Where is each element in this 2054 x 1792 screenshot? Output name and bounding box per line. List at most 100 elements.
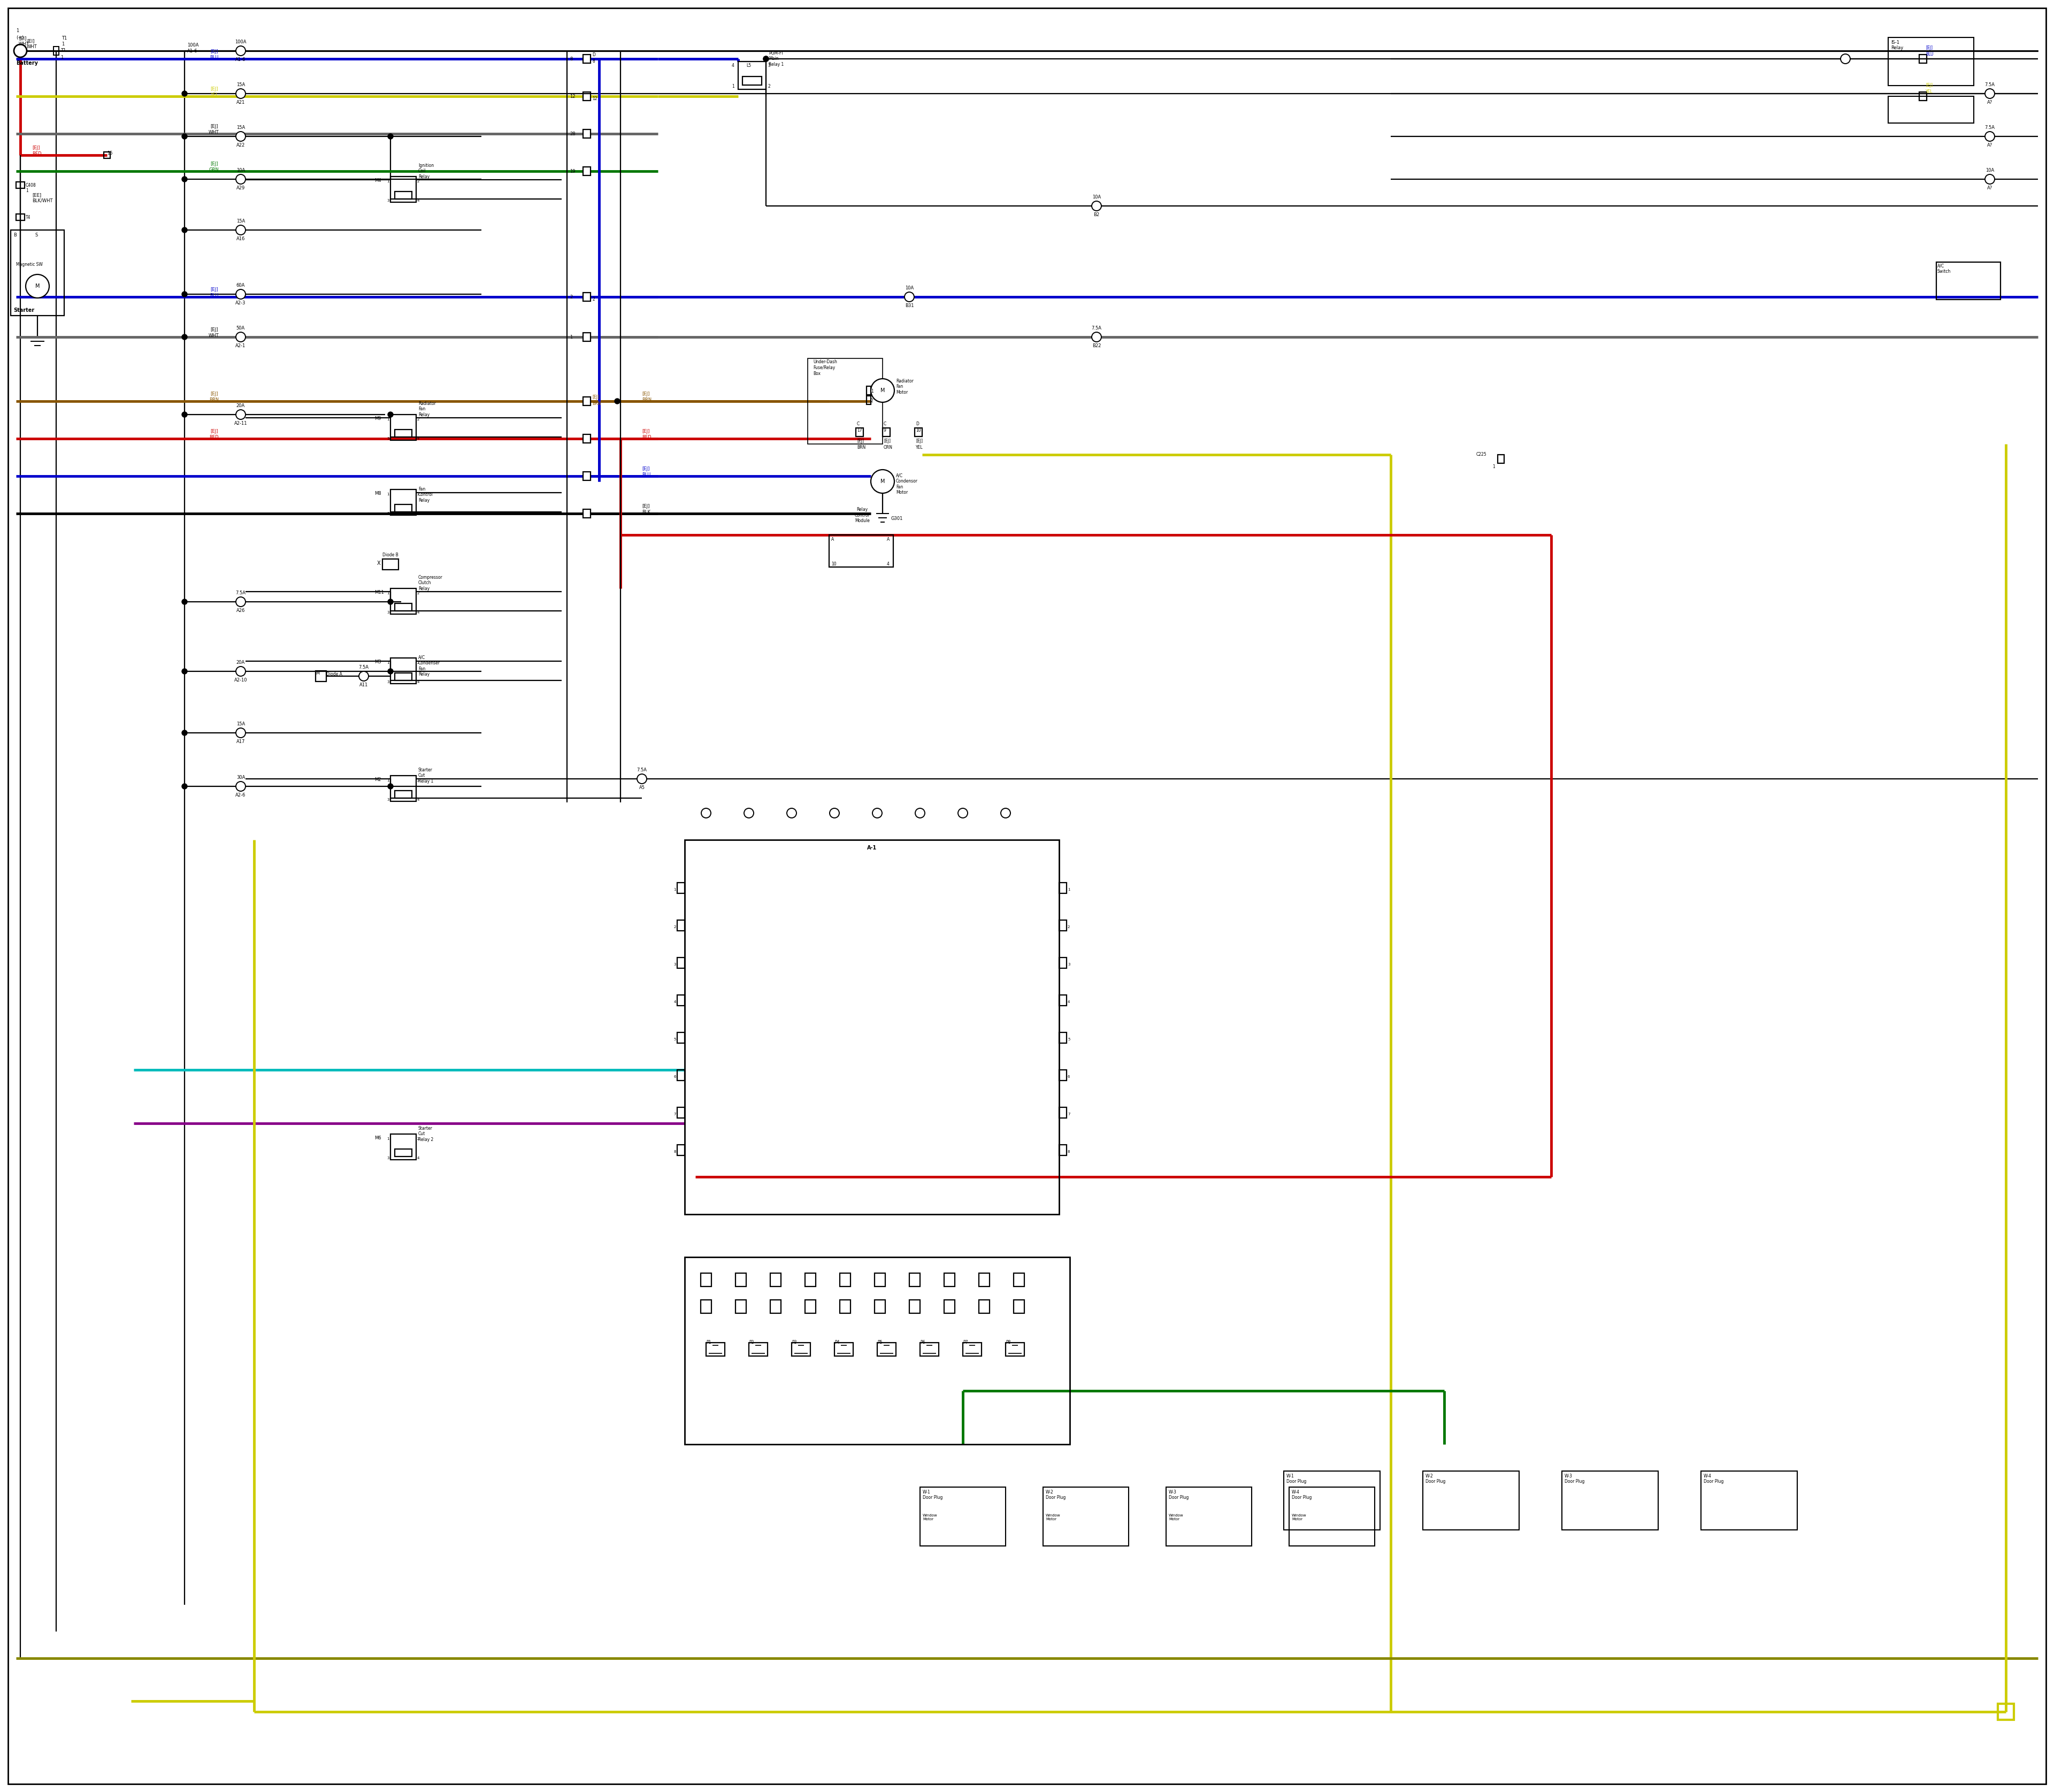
Bar xyxy=(735,1299,746,1314)
Text: 8: 8 xyxy=(1068,1150,1070,1154)
Text: P5: P5 xyxy=(877,1340,883,1344)
Text: 3: 3 xyxy=(386,437,390,441)
Bar xyxy=(737,61,766,90)
Text: 4: 4 xyxy=(1068,1000,1070,1004)
Text: Under-Dash: Under-Dash xyxy=(813,360,838,364)
Text: [EJ]: [EJ] xyxy=(210,124,218,129)
Text: [EE]: [EE] xyxy=(33,192,41,197)
Text: BLU: BLU xyxy=(1927,52,1933,57)
Bar xyxy=(53,47,60,56)
Text: 7.5A: 7.5A xyxy=(236,591,246,595)
Text: 10A: 10A xyxy=(1093,195,1101,199)
Bar xyxy=(1043,1487,1128,1546)
Text: WHT: WHT xyxy=(27,45,37,48)
Text: BRN: BRN xyxy=(210,398,220,401)
Bar xyxy=(963,1342,982,1357)
Text: 2: 2 xyxy=(417,493,419,496)
Text: [EJ]: [EJ] xyxy=(916,439,922,443)
Circle shape xyxy=(183,599,187,604)
Text: YEL: YEL xyxy=(916,444,922,450)
Text: G301: G301 xyxy=(891,516,902,521)
Text: 3: 3 xyxy=(386,611,390,615)
Bar xyxy=(678,1145,684,1156)
Bar xyxy=(700,1272,711,1287)
Bar xyxy=(830,536,893,566)
Circle shape xyxy=(637,774,647,783)
Bar xyxy=(1423,1471,1520,1530)
Circle shape xyxy=(388,783,392,788)
Text: 15A: 15A xyxy=(236,219,244,224)
Circle shape xyxy=(1984,174,1994,185)
Text: A11: A11 xyxy=(359,683,368,688)
Bar xyxy=(914,428,922,437)
Text: A/C
Condenser
Fan
Relay: A/C Condenser Fan Relay xyxy=(419,656,440,677)
Bar xyxy=(875,1299,885,1314)
Text: A5: A5 xyxy=(639,785,645,790)
Bar xyxy=(382,559,398,570)
Bar xyxy=(1999,1704,2013,1720)
Bar xyxy=(583,129,592,138)
Bar xyxy=(678,995,684,1005)
Text: 19: 19 xyxy=(569,168,575,174)
Text: [EJ]: [EJ] xyxy=(641,504,649,509)
Text: 1: 1 xyxy=(62,41,64,47)
Text: 1: 1 xyxy=(674,889,676,891)
Text: 10A: 10A xyxy=(1986,168,1994,172)
Text: 20A: 20A xyxy=(236,659,244,665)
Bar xyxy=(583,91,592,100)
Text: A?: A? xyxy=(1986,143,1992,147)
Text: 2: 2 xyxy=(417,1138,419,1140)
Text: 100A: 100A xyxy=(234,39,246,45)
Bar xyxy=(583,333,592,340)
Bar xyxy=(678,919,684,930)
Bar xyxy=(684,1256,1070,1444)
Circle shape xyxy=(388,668,392,674)
Bar xyxy=(1060,1032,1066,1043)
Text: A?: A? xyxy=(1986,100,1992,106)
Text: 2: 2 xyxy=(417,591,419,595)
Bar xyxy=(1060,1070,1066,1081)
Text: W-3
Door Plug: W-3 Door Plug xyxy=(1169,1489,1189,1500)
Text: A2-11: A2-11 xyxy=(234,421,246,426)
Text: M11: M11 xyxy=(374,590,384,595)
Text: A21: A21 xyxy=(236,100,244,106)
Text: 2: 2 xyxy=(871,398,873,403)
Text: 3: 3 xyxy=(386,797,390,801)
Bar xyxy=(770,1299,781,1314)
Text: 2: 2 xyxy=(1068,925,1070,928)
Bar xyxy=(1060,957,1066,968)
Bar xyxy=(1013,1299,1025,1314)
Text: 4: 4 xyxy=(674,1000,676,1004)
Text: 4: 4 xyxy=(731,63,735,68)
Text: 15A: 15A xyxy=(236,82,244,88)
Bar xyxy=(770,1272,781,1287)
Bar xyxy=(945,1299,955,1314)
Text: 3: 3 xyxy=(386,513,390,514)
Circle shape xyxy=(1840,54,1851,65)
Circle shape xyxy=(830,808,840,817)
Text: 4: 4 xyxy=(417,199,419,202)
Circle shape xyxy=(236,90,246,99)
Text: 1: 1 xyxy=(16,29,18,34)
Text: W-4
Door Plug: W-4 Door Plug xyxy=(1703,1473,1723,1484)
Text: BRN: BRN xyxy=(592,401,602,407)
Text: 6: 6 xyxy=(674,1075,676,1079)
Text: 7: 7 xyxy=(674,1113,676,1116)
Bar xyxy=(394,192,413,199)
Circle shape xyxy=(388,599,392,604)
Bar xyxy=(1013,1272,1025,1287)
Bar xyxy=(980,1272,990,1287)
Bar xyxy=(583,471,592,480)
Text: A29: A29 xyxy=(236,186,244,190)
Circle shape xyxy=(388,412,392,418)
Text: Radiator
Fan
Motor: Radiator Fan Motor xyxy=(896,378,914,394)
Circle shape xyxy=(916,808,924,817)
Bar xyxy=(678,883,684,894)
Text: Starter
Cut
Relay 2: Starter Cut Relay 2 xyxy=(419,1125,433,1142)
Text: 1: 1 xyxy=(386,591,390,595)
Text: 8: 8 xyxy=(569,57,573,61)
Bar xyxy=(10,229,64,315)
Text: [EJ]: [EJ] xyxy=(1927,82,1933,88)
Text: RED: RED xyxy=(210,435,218,439)
Bar xyxy=(877,1342,896,1357)
